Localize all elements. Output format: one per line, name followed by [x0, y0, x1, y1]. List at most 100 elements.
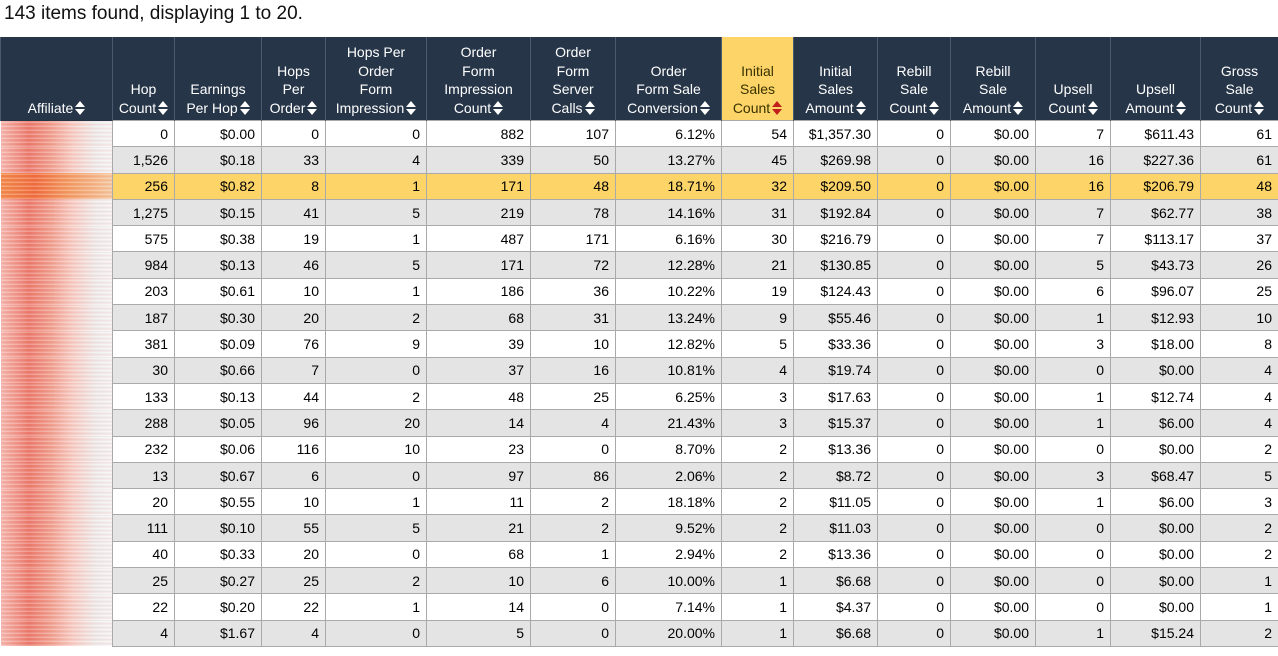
column-header-label: Initial: [819, 62, 852, 79]
cell-upsell-count: 1: [1035, 382, 1111, 411]
table-row[interactable]: 984 $0.13 46 5 171 72 12.28% 21 $130.85 0 $0.00 5 $4…: [0, 251, 1278, 279]
column-header-label: Count: [118, 99, 157, 116]
table-row[interactable]: 1,526 $0.18 33 4 339 50 13.27% 45 $269.98 0 $0.00 1…: [0, 146, 1278, 174]
table-row[interactable]: 25 $0.27 25 2 10 6 10.00% 1 $6.68 0 $0.00 0 $0.00 1: [0, 567, 1278, 595]
sort-arrows-icon[interactable]: [855, 100, 866, 115]
cell-hops-per-order: 96: [261, 409, 326, 437]
column-header-hop-count[interactable]: Hop Count: [112, 37, 175, 121]
column-header-label: Server: [552, 81, 594, 97]
affiliate-cell-redacted: [0, 620, 113, 647]
column-header-earnings-per-hop[interactable]: Earnings Per Hop: [174, 37, 262, 121]
cell-rebill-sale-amount: $0.00: [950, 593, 1036, 621]
cell-rebill-sale-amount: $0.00: [950, 119, 1036, 148]
sort-arrows-icon[interactable]: [75, 101, 86, 115]
cell-upsell-count: 1: [1035, 304, 1111, 332]
cell-gross-sale-count: 4: [1200, 382, 1278, 411]
sort-arrows-icon[interactable]: [406, 100, 417, 115]
table-row[interactable]: 381 $0.09 76 9 39 10 12.82% 5 $33.36 0 $0.00 3 $18.0…: [0, 330, 1278, 358]
table-row[interactable]: 203 $0.61 10 1 186 36 10.22% 19 $124.43 0 $0.00 6 $9…: [0, 277, 1278, 306]
column-header-ofi-count[interactable]: Order Form Impression Count: [426, 37, 531, 121]
sort-arrows-icon[interactable]: [1254, 100, 1265, 115]
cell-rebill-sale-amount: $0.00: [950, 225, 1036, 253]
cell-initial-sales-count: 2: [721, 435, 794, 463]
cell-ofi-count: 21: [426, 514, 531, 542]
column-header-gross-sale-count[interactable]: Gross Sale Count: [1200, 37, 1278, 121]
cell-hops-per-ofi: 0: [325, 356, 427, 384]
cell-ofs-calls: 31: [530, 304, 616, 332]
table-row[interactable]: 187 $0.30 20 2 68 31 13.24% 9 $55.46 0 $0.00 1 $12.9…: [0, 304, 1278, 332]
sort-arrows-icon[interactable]: [158, 100, 169, 115]
cell-hop-count: 187: [112, 304, 175, 332]
affiliate-cell-redacted: [0, 278, 113, 305]
cell-hop-count: 25: [112, 567, 175, 595]
cell-hop-count: 203: [112, 277, 175, 306]
table-row[interactable]: 111 $0.10 55 5 21 2 9.52% 2 $11.03 0 $0.00 0 $0.00 2: [0, 514, 1278, 542]
cell-rebill-sale-count: 0: [877, 619, 951, 647]
column-header-initial-sales-amount[interactable]: Initial Sales Amount: [793, 37, 878, 121]
cell-earnings-per-hop: $0.05: [174, 409, 262, 437]
table-row[interactable]: 575 $0.38 19 1 487 171 6.16% 30 $216.79 0 $0.00 7 $1…: [0, 225, 1278, 253]
cell-hops-per-ofi: 4: [325, 146, 427, 174]
cell-hops-per-order: 10: [261, 488, 326, 516]
sort-arrows-icon[interactable]: [493, 100, 504, 115]
table-row[interactable]: 40 $0.33 20 0 68 1 2.94% 2 $13.36 0 $0.00 0 $0.00 2: [0, 540, 1278, 569]
column-header-upsell-count[interactable]: Upsell Count: [1035, 37, 1111, 121]
cell-earnings-per-hop: $0.13: [174, 251, 262, 279]
cell-hops-per-order: 76: [261, 330, 326, 358]
column-header-ofs-conversion[interactable]: Order Form Sale Conversion: [615, 37, 722, 121]
cell-rebill-sale-amount: $0.00: [950, 382, 1036, 411]
header-row: Affiliate Hop Count Earnings Per Hop Hops Per O…: [0, 37, 1278, 121]
table-row[interactable]: 288 $0.05 96 20 14 4 21.43% 3 $15.37 0 $0.00 1 $6.00…: [0, 409, 1278, 437]
cell-hop-count: 20: [112, 488, 175, 516]
affiliate-cell-redacted: [0, 541, 113, 568]
column-header-label: Hops: [277, 62, 310, 79]
cell-rebill-sale-count: 0: [877, 409, 951, 437]
column-header-ofs-calls[interactable]: Order Form Server Calls: [530, 37, 616, 121]
table-row[interactable]: 22 $0.20 22 1 14 0 7.14% 1 $4.37 0 $0.00 0 $0.00 1: [0, 593, 1278, 621]
cell-rebill-sale-amount: $0.00: [950, 567, 1036, 595]
sort-arrows-icon[interactable]: [928, 100, 939, 115]
cell-ofs-calls: 16: [530, 356, 616, 384]
column-header-hops-per-order[interactable]: Hops Per Order: [261, 37, 326, 121]
sort-arrows-icon[interactable]: [699, 100, 710, 115]
column-header-rebill-sale-count[interactable]: Rebill Sale Count: [877, 37, 951, 121]
cell-ofs-calls: 4: [530, 409, 616, 437]
column-header-affiliate[interactable]: Affiliate: [0, 37, 113, 121]
table-row[interactable]: 13 $0.67 6 0 97 86 2.06% 2 $8.72 0 $0.00 3 $68.47 5: [0, 461, 1278, 490]
column-header-label: Order: [650, 62, 687, 79]
cell-upsell-amount: $0.00: [1110, 593, 1201, 621]
results-summary: 143 items found, displaying 1 to 20.: [4, 3, 303, 24]
cell-hops-per-order: 8: [261, 172, 326, 200]
table-row[interactable]: 20 $0.55 10 1 11 2 18.18% 2 $11.05 0 $0.00 1 $6.00 3: [0, 488, 1278, 516]
cell-hop-count: 22: [112, 593, 175, 621]
column-header-label: Rebill: [975, 62, 1011, 79]
table-row[interactable]: 30 $0.66 7 0 37 16 10.81% 4 $19.74 0 $0.00 0 $0.00 4: [0, 356, 1278, 384]
cell-gross-sale-count: 37: [1200, 225, 1278, 253]
sort-arrows-icon[interactable]: [239, 100, 250, 115]
sort-arrows-icon[interactable]: [307, 100, 318, 115]
column-header-label: Count: [1048, 99, 1086, 116]
table-row[interactable]: 133 $0.13 44 2 48 25 6.25% 3 $17.63 0 $0.00 1 $12.74…: [0, 382, 1278, 411]
table-row[interactable]: 1,275 $0.15 41 5 219 78 14.16% 31 $192.84 0 $0.00 7…: [0, 198, 1278, 227]
cell-hops-per-ofi: 20: [325, 409, 427, 437]
sort-arrows-icon[interactable]: [1175, 100, 1186, 115]
cell-initial-sales-amount: $19.74: [793, 356, 878, 384]
cell-hops-per-order: 25: [261, 567, 326, 595]
cell-initial-sales-count: 5: [721, 330, 794, 358]
cell-upsell-count: 3: [1035, 330, 1111, 358]
table-row[interactable]: 4 $1.67 4 0 5 0 20.00% 1 $6.68 0 $0.00 1 $15.24 2: [0, 619, 1278, 647]
sort-arrows-icon[interactable]: [1013, 100, 1024, 115]
affiliate-cell-redacted: [0, 514, 113, 542]
column-header-initial-sales-count[interactable]: Initial Sales Count: [721, 37, 794, 121]
sort-arrows-icon[interactable]: [772, 100, 783, 115]
column-header-upsell-amount[interactable]: Upsell Amount: [1110, 37, 1201, 121]
table-row[interactable]: 232 $0.06 116 10 23 0 8.70% 2 $13.36 0 $0.00 0 $0.00…: [0, 435, 1278, 463]
column-header-rebill-sale-amount[interactable]: Rebill Sale Amount: [950, 37, 1036, 121]
table-row[interactable]: 256 $0.82 8 1 171 48 18.71% 32 $209.50 0 $0.00 16 $2…: [0, 172, 1278, 200]
sort-arrows-icon[interactable]: [584, 100, 595, 115]
column-header-hops-per-ofi[interactable]: Hops Per Order Form Impression: [325, 37, 427, 121]
cell-gross-sale-count: 1: [1200, 593, 1278, 621]
sort-arrows-icon[interactable]: [1087, 100, 1098, 115]
cell-ofi-count: 39: [426, 330, 531, 358]
table-row[interactable]: 0 $0.00 0 0 882 107 6.12% 54 $1,357.30 0 $0.00 7 $61…: [0, 119, 1278, 148]
